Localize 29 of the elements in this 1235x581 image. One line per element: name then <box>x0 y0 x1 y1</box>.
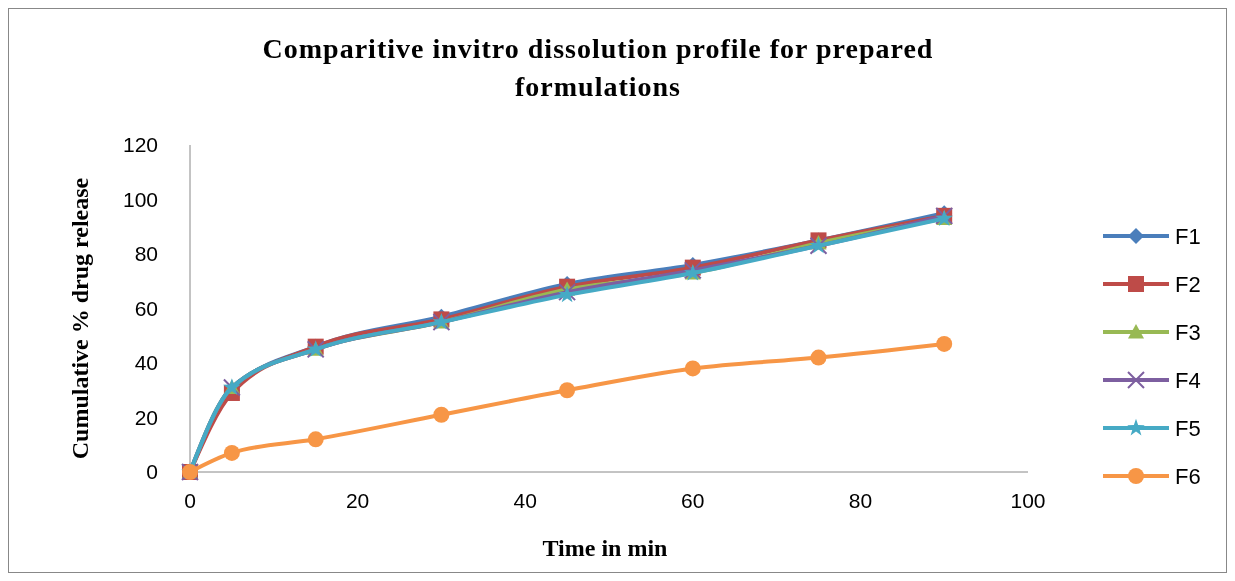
x-tick-label: 0 <box>184 489 196 512</box>
x-tick-label: 80 <box>848 489 873 512</box>
legend-label: F6 <box>1175 463 1201 489</box>
y-tick-label: 0 <box>146 460 158 484</box>
point <box>936 335 953 352</box>
point <box>559 382 576 399</box>
chart-title: Comparitive invitro dissolution profile for prepared formulations <box>261 32 935 104</box>
y-tick-label: 40 <box>134 351 158 375</box>
x-axis-title: Time in min <box>542 535 668 561</box>
y-tick-label: 100 <box>122 187 158 211</box>
x-tick-label: 20 <box>345 489 370 512</box>
y-axis-title: Cumulative % drug release <box>67 177 93 460</box>
point <box>810 349 827 366</box>
y-tick-label: 20 <box>134 405 158 429</box>
legend-label: F4 <box>1175 367 1201 393</box>
legend-label: F2 <box>1175 271 1201 297</box>
y-tick-label: 120 <box>122 133 158 157</box>
x-tick-label: 100 <box>1010 489 1046 512</box>
y-tick-label: 60 <box>134 296 158 320</box>
point <box>307 431 324 448</box>
x-tick-label: 60 <box>681 489 705 512</box>
y-tick-label: 80 <box>134 242 158 266</box>
legend-label: F3 <box>1175 319 1201 345</box>
point <box>433 406 450 423</box>
point <box>684 360 701 377</box>
x-tick-label: 40 <box>513 489 537 512</box>
legend-label: F1 <box>1175 223 1201 249</box>
point <box>223 444 240 461</box>
legend-label: F5 <box>1175 415 1201 441</box>
